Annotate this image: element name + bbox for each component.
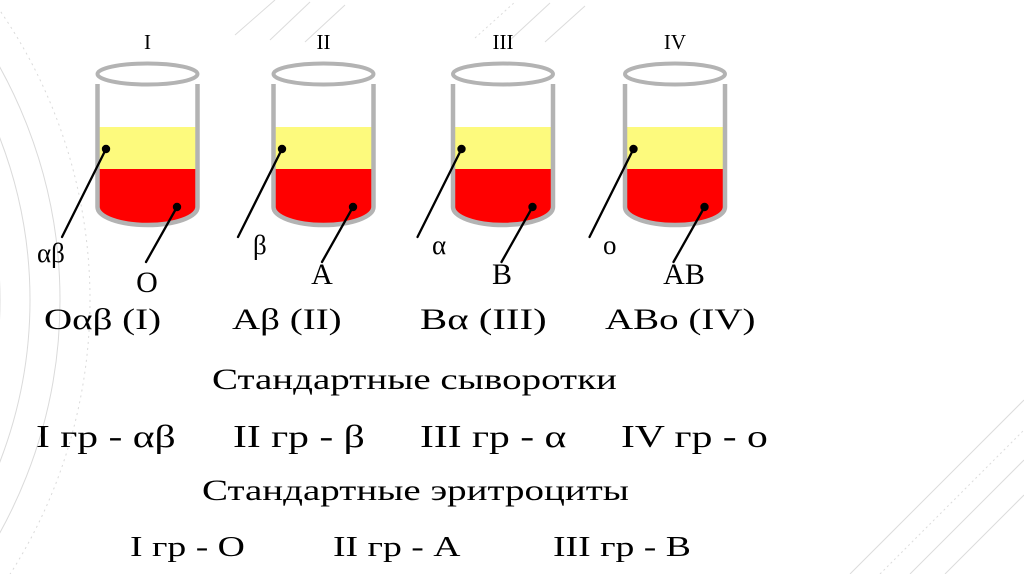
svg-text:II гр - β: II гр - β bbox=[233, 419, 365, 454]
svg-text:αβ: αβ bbox=[37, 238, 65, 268]
svg-text:B: B bbox=[492, 258, 512, 291]
svg-text:Стандартные эритроциты: Стандартные эритроциты bbox=[202, 473, 629, 507]
svg-text:I: I bbox=[144, 30, 151, 54]
svg-text:O: O bbox=[136, 266, 158, 299]
svg-text:A: A bbox=[311, 258, 333, 291]
svg-text:o: o bbox=[603, 230, 617, 260]
svg-text:β: β bbox=[253, 230, 267, 260]
svg-text:II: II bbox=[317, 30, 331, 54]
svg-text:I гр - O: I гр - O bbox=[130, 531, 245, 563]
svg-text:III: III bbox=[493, 30, 514, 54]
svg-text:III гр - B: III гр - B bbox=[553, 531, 691, 563]
svg-text:Стандартные сыворотки: Стандартные сыворотки bbox=[212, 362, 617, 396]
svg-text:I гр - αβ: I гр - αβ bbox=[36, 419, 176, 454]
svg-text:IV: IV bbox=[664, 30, 686, 54]
svg-text:Oαβ (I): Oαβ (I) bbox=[44, 302, 161, 336]
svg-text:II гр - A: II гр - A bbox=[333, 531, 461, 563]
svg-text:α: α bbox=[432, 230, 446, 260]
svg-text:IV гр - o: IV гр - o bbox=[621, 419, 768, 454]
svg-text:III гр - α: III гр - α bbox=[420, 419, 566, 454]
svg-text:ABo (IV): ABo (IV) bbox=[605, 302, 756, 336]
svg-text:Bα (III): Bα (III) bbox=[420, 302, 547, 336]
svg-text:Aβ (II): Aβ (II) bbox=[232, 302, 342, 336]
svg-text:AB: AB bbox=[663, 258, 705, 291]
